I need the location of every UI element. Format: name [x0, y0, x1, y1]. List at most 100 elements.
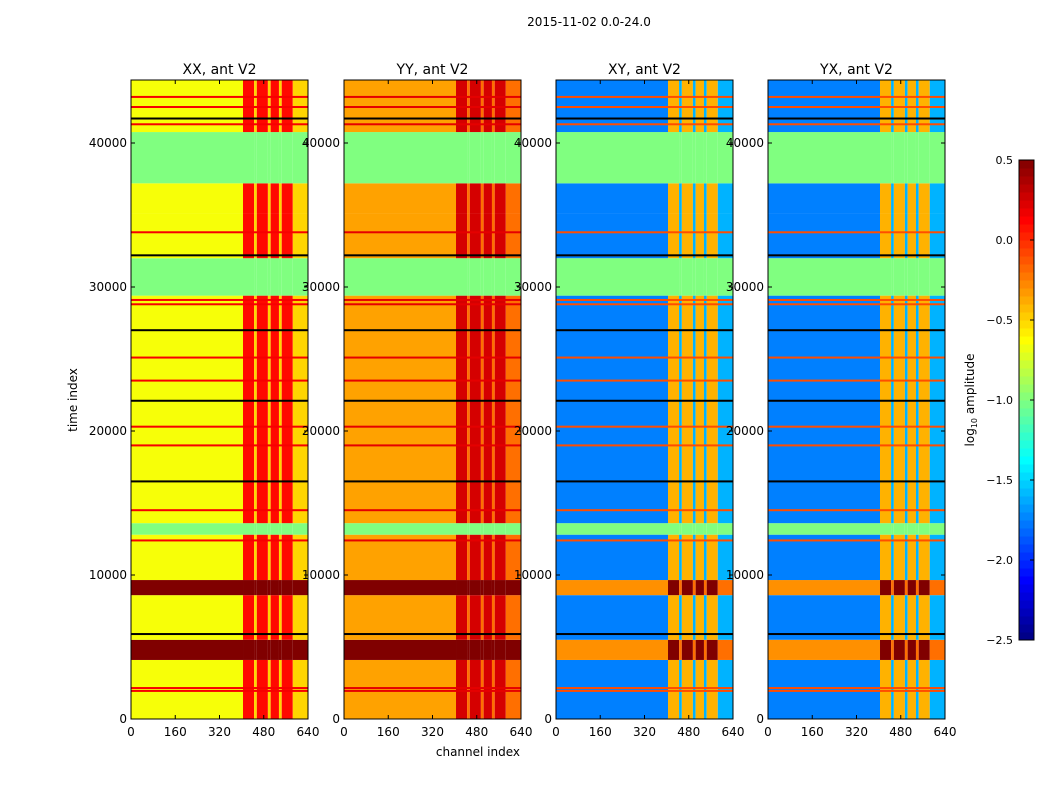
heatmap-cell	[692, 213, 696, 259]
heatmap-cell	[267, 523, 271, 535]
colorbar-segment	[1019, 200, 1034, 209]
heatmap-cell	[344, 258, 457, 296]
heatmap-cell	[668, 523, 680, 535]
heatmap-cell	[904, 595, 908, 640]
heatmap-cell	[717, 580, 733, 596]
colorbar-segment	[1019, 232, 1034, 241]
heatmap-cell	[270, 523, 279, 535]
heatmap-cell	[681, 258, 693, 296]
heatmap-cell	[915, 580, 919, 596]
heatmap-line	[131, 303, 308, 306]
heatmap-cell	[904, 295, 908, 524]
heatmap-cell	[556, 258, 669, 296]
heatmap-cell	[270, 639, 279, 660]
heatmap-cell	[292, 132, 308, 184]
heatmap-cell	[491, 580, 495, 596]
heatmap-line	[768, 379, 945, 382]
heatmap-cell	[703, 534, 707, 581]
x-tick-label: 160	[164, 725, 187, 739]
panel-title: YY, ant V2	[396, 62, 469, 78]
heatmap-cell	[480, 595, 484, 640]
heatmap-cell	[456, 534, 468, 581]
colorbar-segment	[1019, 592, 1034, 601]
heatmap-cell	[893, 213, 905, 259]
colorbar-segment	[1019, 560, 1034, 569]
heatmap-line	[768, 95, 945, 98]
y-tick-label: 40000	[514, 136, 552, 150]
colorbar-segment	[1019, 320, 1034, 329]
heatmap-cell	[344, 659, 457, 719]
heatmap-cell	[467, 580, 470, 596]
colorbar-tick-label: −0.5	[986, 314, 1013, 327]
heatmap-cell	[494, 523, 506, 535]
heatmap-cell	[706, 523, 718, 535]
heatmap-cell	[505, 659, 521, 719]
heatmap-cell	[254, 523, 257, 535]
heatmap-cell	[292, 213, 308, 259]
heatmap-cell	[281, 523, 293, 535]
heatmap-cell	[891, 523, 894, 535]
colorbar-segment	[1019, 408, 1034, 417]
heatmap-cell	[483, 295, 492, 524]
heatmap-cell	[456, 580, 468, 596]
heatmap-line	[344, 106, 521, 108]
heatmap-cell	[679, 132, 682, 184]
panel-yx: YX, ant V2 0 160 320 480 640 0 10000 20000 30000 4…	[726, 62, 957, 739]
heatmap-cell	[267, 183, 271, 214]
y-tick-label: 40000	[302, 136, 340, 150]
colorbar-label: log10 amplitude	[963, 354, 979, 447]
heatmap-cell	[278, 183, 282, 214]
y-tick-label: 30000	[302, 280, 340, 294]
heatmap-cell	[131, 132, 244, 184]
heatmap-cell	[505, 258, 521, 296]
heatmap-cell	[768, 295, 881, 524]
heatmap-cell	[668, 295, 680, 524]
heatmap-line	[131, 231, 308, 234]
heatmap-cell	[456, 213, 468, 259]
y-tick-label: 40000	[726, 136, 764, 150]
heatmap-line	[768, 356, 945, 359]
heatmap-cell	[880, 595, 892, 640]
heatmap-cell	[668, 183, 680, 214]
heatmap-cell	[703, 132, 707, 184]
heatmap-cell	[918, 132, 930, 184]
x-tick-label: 640	[722, 725, 745, 739]
y-tick-label: 10000	[89, 568, 127, 582]
heatmap-cell	[505, 183, 521, 214]
colorbar-segment	[1019, 496, 1034, 505]
heatmap-cell	[679, 213, 682, 259]
heatmap-cell	[131, 580, 244, 596]
heatmap-cell	[929, 580, 945, 596]
colorbar-segment	[1019, 504, 1034, 513]
heatmap-cell	[344, 523, 457, 535]
heatmap-cell	[681, 213, 693, 259]
heatmap-cell	[467, 132, 470, 184]
colorbar-segment	[1019, 344, 1034, 353]
heatmap-cell	[717, 659, 733, 719]
heatmap-cell	[918, 639, 930, 660]
heatmap-cell	[292, 295, 308, 524]
heatmap-cell	[706, 258, 718, 296]
colorbar-segment	[1019, 440, 1034, 449]
heatmap-line	[131, 106, 308, 108]
heatmap-cell	[893, 183, 905, 214]
heatmap-line	[344, 687, 521, 690]
heatmap-cell	[929, 523, 945, 535]
heatmap-cell	[469, 659, 481, 719]
colorbar-segment	[1019, 456, 1034, 465]
y-tick-label: 20000	[726, 424, 764, 438]
x-tick-label: 640	[297, 725, 320, 739]
heatmap-cell	[456, 639, 468, 660]
heatmap-line	[556, 95, 733, 98]
heatmap-cell	[692, 258, 696, 296]
heatmap-cell	[505, 523, 521, 535]
heatmap-cell	[270, 534, 279, 581]
colorbar-segment	[1019, 480, 1034, 489]
heatmap-cell	[267, 258, 271, 296]
heatmap-cell	[904, 659, 908, 719]
heatmap-cell	[695, 639, 704, 660]
heatmap-cell	[267, 295, 271, 524]
colorbar-segment	[1019, 424, 1034, 433]
heatmap-cell	[706, 534, 718, 581]
heatmap-cell	[717, 213, 733, 259]
